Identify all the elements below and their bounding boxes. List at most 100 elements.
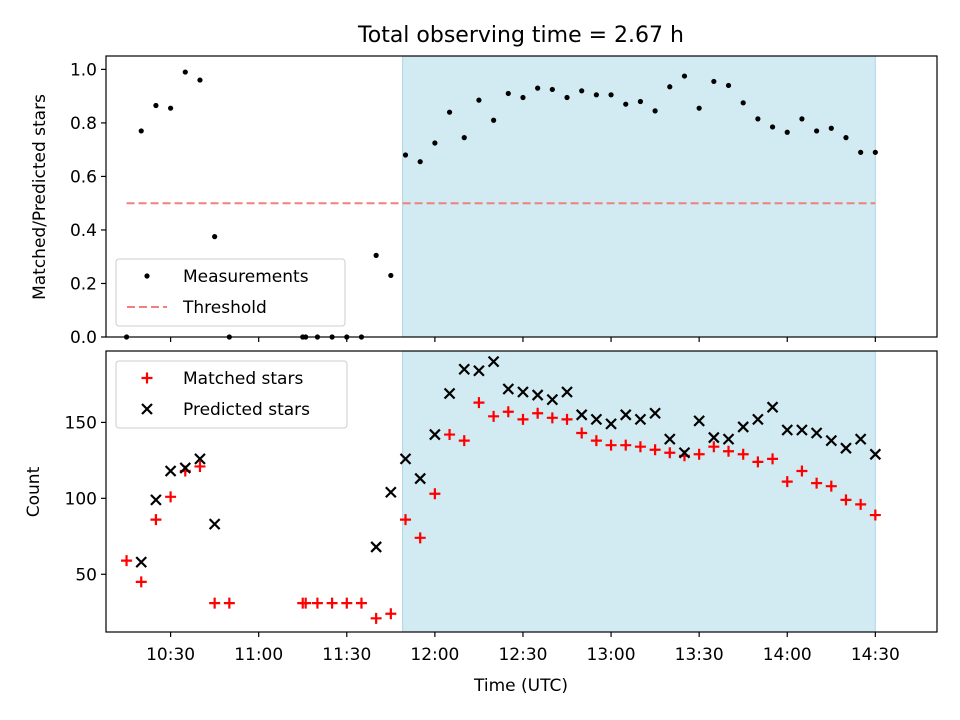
bottom-series-1-point-26	[664, 433, 676, 445]
top-series-0-point-33	[652, 108, 658, 114]
top-series-0-point-17	[417, 159, 423, 165]
top-series-0-point-29	[593, 92, 599, 98]
bottom-series-1-point-29	[708, 431, 720, 444]
bottom-ytick-label-1: 100	[65, 489, 97, 509]
top-ytick-label-5: 1.0	[70, 60, 97, 80]
top-series-0-point-36	[696, 105, 702, 111]
bottom-series-1-point-37	[825, 434, 838, 447]
bottom-series-0-point-38	[723, 445, 735, 457]
top-series-0-point-18	[432, 140, 438, 146]
top-series-0-point-43	[799, 116, 805, 122]
bottom-series-1-point-5	[208, 518, 221, 530]
top-series-0-point-27	[564, 94, 570, 101]
top-series-0-point-14	[373, 252, 379, 258]
bottom-series-0-point-44	[811, 477, 823, 489]
bottom-series-0-point-14	[370, 612, 382, 624]
top-series-0-point-24	[520, 94, 526, 101]
bottom-series-1-point-3	[179, 462, 192, 474]
top-series-0-point-46	[843, 135, 849, 141]
top-axes-frame	[105, 55, 938, 338]
bottom-series-0-point-22	[488, 410, 500, 422]
bottom-series-1-point-10	[429, 428, 441, 441]
bottom-series-1-point-38	[840, 442, 852, 454]
bottom-series-0-point-28	[576, 427, 588, 439]
bottom-series-0-point-5	[194, 460, 206, 472]
bottom-series-1-point-28	[693, 415, 705, 427]
top-series-0-point-31	[623, 101, 629, 107]
top-series-0-point-35	[681, 73, 688, 79]
top-series-0-point-32	[637, 98, 644, 105]
bottom-series-1-point-31	[737, 421, 749, 433]
bottom-series-1-point-19	[561, 386, 573, 398]
bottom-series-1-point-25	[649, 407, 661, 420]
bottom-series-0-point-18	[429, 488, 441, 500]
bottom-shaded-region	[402, 350, 876, 633]
top-series-0-point-39	[740, 100, 746, 106]
bottom-series-1-point-4	[194, 453, 206, 465]
top-ytick-label-4: 0.8	[70, 114, 97, 134]
top-ytick-label-0: 0.0	[70, 328, 97, 348]
top-series-0-point-48	[872, 149, 878, 155]
bottom-series-0-point-23	[502, 406, 514, 418]
bottom-ytick-label-0: 50	[75, 565, 97, 585]
xtick-label-0: 10:30	[146, 645, 195, 665]
bottom-series-1-point-11	[443, 387, 456, 400]
bottom-series-0-point-42	[781, 476, 793, 488]
top-ytick-label-1: 0.2	[70, 274, 97, 294]
xtick-label-5: 13:00	[587, 645, 636, 665]
top-series-0-point-6	[212, 234, 218, 240]
bottom-series-1-point-7	[385, 486, 397, 499]
bottom-series-1-point-27	[678, 446, 691, 459]
bottom-series-1-point-22	[605, 418, 617, 430]
bottom-series-0-point-10	[311, 597, 323, 609]
top-series-0-point-19	[446, 109, 453, 115]
xtick-label-6: 13:30	[675, 645, 724, 665]
bottom-series-0-point-39	[737, 448, 749, 460]
top-series-0-point-2	[153, 102, 159, 109]
bottom-legend	[115, 360, 348, 429]
xtick-label-8: 14:30	[851, 645, 900, 665]
bottom-series-0-point-12	[341, 597, 353, 609]
top-series-0-point-15	[388, 272, 394, 279]
top-series-0-point-5	[197, 77, 203, 83]
bottom-series-0-point-11	[326, 597, 338, 609]
bottom-series-0-point-17	[414, 532, 426, 544]
top-ytick-label-2: 0.4	[70, 221, 97, 241]
bottom-series-0-point-6	[209, 597, 221, 609]
top-legend-label-1: Threshold	[182, 298, 267, 318]
bottom-series-0-point-0	[121, 555, 133, 567]
bottom-series-1-point-40	[869, 448, 882, 461]
top-legend-label-0: Measurements	[183, 267, 309, 287]
top-ytick-label-3: 0.6	[70, 167, 97, 187]
bottom-series-0-point-47	[855, 498, 867, 510]
bottom-series-1-point-23	[619, 409, 632, 421]
top-series-0-point-1	[138, 128, 144, 134]
xtick-label-1: 11:00	[234, 645, 283, 665]
bottom-series-0-point-13	[355, 597, 367, 609]
bottom-legend-label-1: Predicted stars	[183, 400, 310, 420]
top-series-0-point-40	[755, 116, 761, 122]
top-series-0-point-23	[505, 90, 511, 97]
bottom-series-0-point-7	[223, 597, 235, 609]
bottom-series-1-point-20	[575, 409, 588, 421]
top-series-0-point-45	[828, 125, 834, 131]
bottom-series-0-point-26	[546, 412, 558, 424]
bottom-series-1-point-17	[531, 389, 544, 401]
top-series-0-point-26	[549, 86, 555, 93]
bottom-legend-swatch-1	[141, 403, 153, 415]
bottom-series-1-point-36	[810, 427, 823, 439]
bottom-series-0-point-20	[458, 435, 470, 447]
top-series-0-point-38	[725, 82, 732, 89]
bottom-series-1-point-18	[546, 393, 559, 406]
top-series-0-point-34	[667, 84, 673, 90]
bottom-series-0-point-41	[767, 453, 779, 465]
bottom-series-1-point-16	[517, 386, 529, 398]
bottom-series-1-point-8	[399, 453, 412, 465]
bottom-series-0-point-21	[473, 397, 485, 409]
bottom-series-1-point-15	[502, 383, 515, 395]
bottom-y-axis-label: Count	[24, 466, 44, 517]
bottom-series-0-point-9	[300, 597, 312, 609]
bottom-series-0-point-1	[135, 576, 147, 588]
bottom-series-0-point-45	[825, 480, 837, 492]
